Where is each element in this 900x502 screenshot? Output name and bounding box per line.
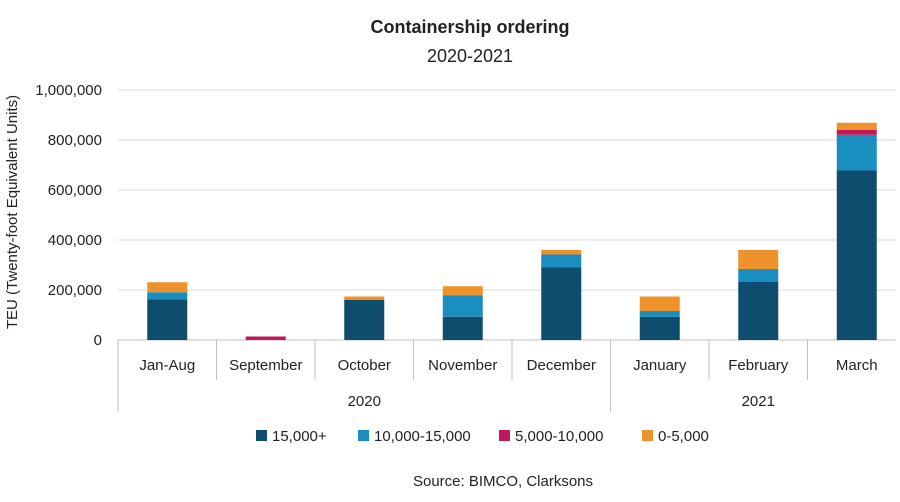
x-tick-label: December — [527, 357, 596, 374]
bar-segment — [344, 296, 385, 300]
x-tick-label: Jan-Aug — [139, 357, 195, 374]
bar-segment — [344, 300, 385, 340]
bar-segment — [442, 286, 483, 296]
bar-segment — [147, 299, 188, 340]
x-axis: Jan-Aug September October November December J… — [117, 340, 878, 412]
bar-segment — [836, 134, 877, 171]
y-axis-ticks: 0 200,000 400,000 600,000 800,000 1,000,000 — [35, 82, 102, 349]
bar-segment — [639, 311, 680, 317]
x-tick-label: November — [428, 357, 497, 374]
legend-swatch — [256, 430, 267, 441]
legend-label: 10,000-15,000 — [374, 428, 471, 445]
bar-segment — [738, 250, 779, 269]
bars — [147, 122, 877, 340]
x-tick-label: September — [229, 357, 302, 374]
y-tick-label: 1,000,000 — [35, 82, 102, 99]
legend-swatch — [642, 430, 653, 441]
legend-label: 15,000+ — [272, 428, 327, 445]
y-tick-label: 600,000 — [48, 182, 102, 199]
y-axis-label: TEU (Twenty-foot Equivalent Units) — [4, 95, 21, 329]
bar-segment — [738, 282, 779, 340]
bar-segment — [245, 336, 286, 340]
bar-segment — [541, 250, 582, 255]
legend-label: 0-5,000 — [658, 428, 709, 445]
bar-segment — [442, 295, 483, 317]
bar-segment — [639, 316, 680, 340]
legend: 15,000+ 10,000-15,000 5,000-10,000 0-5,000 — [256, 428, 709, 445]
legend-swatch — [499, 430, 510, 441]
y-tick-label: 0 — [94, 332, 102, 349]
x-tick-label: February — [728, 357, 789, 374]
bar-segment — [836, 129, 877, 135]
gridlines — [118, 89, 896, 341]
x-tick-label: March — [836, 357, 878, 374]
y-tick-label: 800,000 — [48, 132, 102, 149]
x-tick-label: January — [633, 357, 687, 374]
y-tick-label: 200,000 — [48, 282, 102, 299]
bar-segment — [147, 292, 188, 300]
chart-title: Containership ordering — [370, 17, 569, 37]
legend-swatch — [358, 430, 369, 441]
bar-segment — [738, 269, 779, 282]
bar-segment — [442, 316, 483, 340]
bar-segment — [541, 254, 582, 268]
legend-label: 5,000-10,000 — [515, 428, 603, 445]
x-group-label: 2020 — [348, 393, 381, 410]
bar-segment — [147, 282, 188, 293]
bar-segment — [541, 267, 582, 340]
bar-segment — [639, 296, 680, 311]
x-tick-label: October — [338, 357, 391, 374]
bar-segment — [836, 122, 877, 130]
x-group-label: 2021 — [742, 393, 775, 410]
y-tick-label: 400,000 — [48, 232, 102, 249]
chart-subtitle: 2020-2021 — [427, 46, 513, 66]
source-note: Source: BIMCO, Clarksons — [413, 473, 593, 490]
bar-segment — [836, 170, 877, 340]
